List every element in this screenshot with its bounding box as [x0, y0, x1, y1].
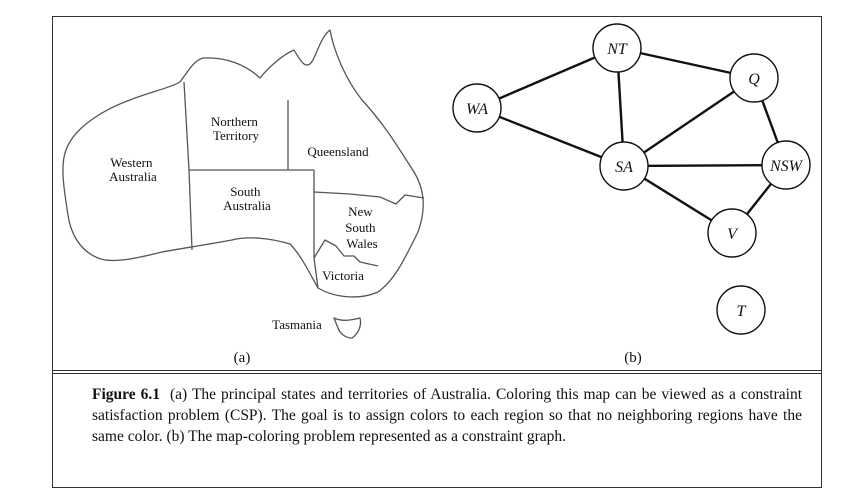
node-wa: WA: [452, 83, 502, 133]
region-label-western-australia: Western Australia: [109, 155, 157, 184]
graph-nodes: NT WA Q SA NSW V T: [452, 23, 811, 335]
figure-label: Figure 6.1: [92, 386, 161, 403]
figure-caption: Figure 6.1 (a) The principal states and t…: [92, 384, 802, 447]
edge-wa-nt: [476, 46, 618, 110]
node-v: V: [707, 208, 757, 258]
region-label-victoria: Victoria: [322, 268, 364, 283]
node-q: Q: [729, 53, 779, 103]
caption-top-rule-double: [52, 373, 822, 374]
caption-top-rule: [52, 370, 822, 371]
edge-wa-sa: [476, 106, 625, 168]
qld-nsw-border: [313, 191, 425, 205]
node-circle: [761, 140, 811, 190]
node-nsw: NSW: [761, 140, 811, 190]
figure-frame: [52, 16, 822, 488]
node-circle: [592, 23, 642, 73]
caption-text: (a) The principal states and territories…: [92, 386, 803, 445]
panel-label-a: (a): [234, 350, 251, 366]
nsw-vic-border: [313, 239, 379, 267]
region-label-northern-territory: Northern Territory: [211, 114, 261, 143]
node-label: WA: [466, 101, 488, 118]
node-label: NT: [606, 41, 628, 58]
node-t: T: [716, 285, 766, 335]
node-label: T: [737, 303, 747, 320]
node-circle: [599, 141, 649, 191]
node-circle: [452, 83, 502, 133]
wa-border: [183, 81, 193, 251]
australia-map: [62, 29, 425, 339]
node-circle: [729, 53, 779, 103]
region-label-new-south-wales: New South Wales: [345, 204, 379, 251]
edge-sa-q: [623, 77, 755, 167]
panel-label-b: (b): [624, 350, 642, 366]
node-sa: SA: [599, 141, 649, 191]
region-label-queensland: Queensland: [307, 144, 369, 159]
edge-sa-nsw: [623, 163, 787, 168]
sa-east-border: [313, 170, 319, 289]
node-nt: NT: [592, 23, 642, 73]
map-labels: Western Australia Northern Territory Que…: [109, 114, 379, 366]
node-circle: [707, 208, 757, 258]
mainland-outline: [62, 29, 424, 298]
tasmania-outline: [333, 317, 362, 339]
region-label-south-australia: South Australia: [223, 184, 271, 213]
node-label: SA: [615, 159, 633, 176]
node-circle: [716, 285, 766, 335]
node-label: V: [727, 226, 739, 243]
region-label-tasmania: Tasmania: [272, 317, 322, 332]
node-label: Q: [748, 71, 760, 88]
node-label: NSW: [769, 158, 804, 175]
